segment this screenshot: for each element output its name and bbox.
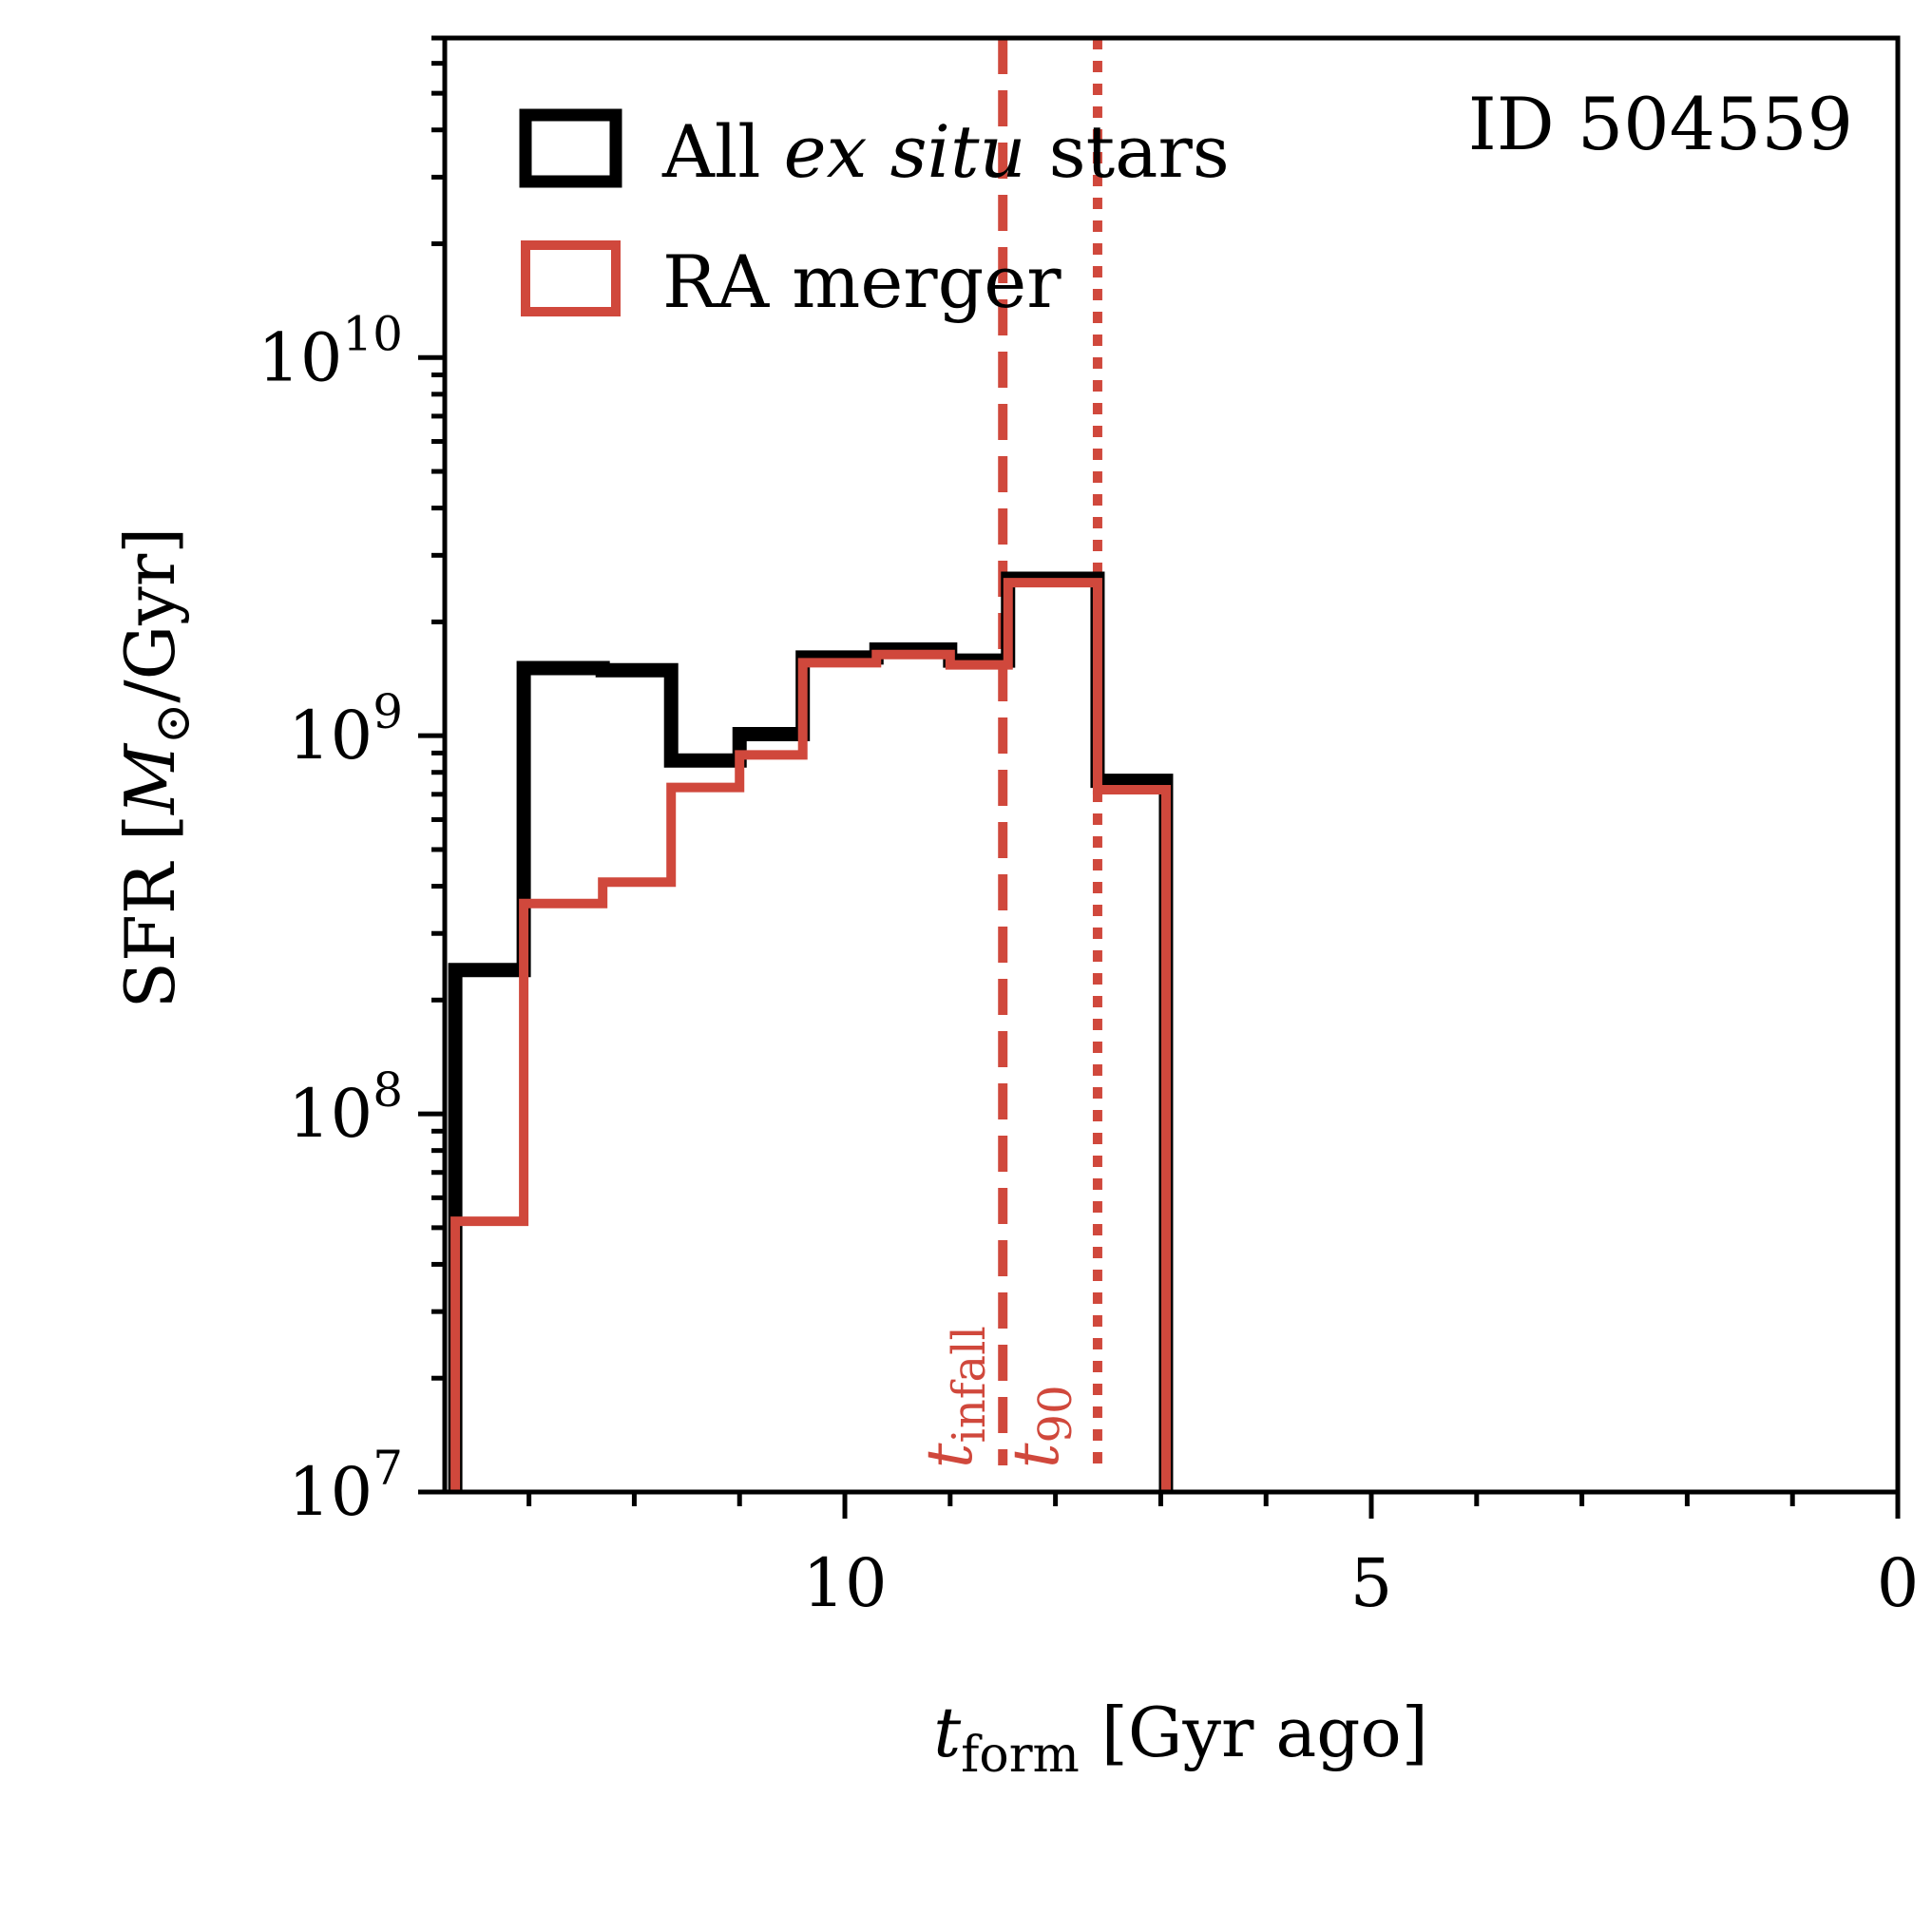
infall-line-label: tinfall [913,1326,996,1468]
legend-label-ra-merger: RA merger [662,239,1062,324]
y-tick-label: 109 [288,684,403,775]
y-tick-exponent: 9 [373,684,403,739]
legend-swatch-all-ex-situ [519,108,622,188]
legend-label-all-ex-situ: All ex situ stars [661,109,1230,194]
y-tick-exponent: 8 [373,1062,403,1118]
plot-data-group [448,38,1174,1492]
series-ra-merger [450,578,1171,1492]
x-axis-label-subscript: form [961,1727,1080,1784]
y-tick-exponent: 7 [373,1441,403,1496]
x-tick-label: 10 [802,1544,887,1622]
x-tick-label: 5 [1350,1544,1393,1622]
y-tick-label: 1010 [258,306,403,396]
labels: tform [Gyr ago] SFR [M⊙/Gyr] ID 504559 tinf… [110,82,1853,1784]
y-axis-label-subscript: ⊙ [144,703,201,745]
y-tick-label: 108 [288,1062,403,1153]
y-tick-label: 107 [288,1441,403,1531]
vline-label-subscript: infall [943,1326,996,1443]
legend: All ex situ stars RA merger [519,108,1230,324]
y-axis-label: SFR [M⊙/Gyr] [110,527,201,1009]
y-tick-exponent: 10 [342,306,403,361]
plot-area [448,38,1174,1492]
plot-frame [442,35,1901,1495]
x-axis-label: tform [Gyr ago] [933,1693,1428,1784]
legend-label-italic: ex situ [784,109,1026,194]
x-tick-label: 0 [1877,1544,1920,1622]
vline-label-subscript: 90 [1029,1385,1082,1443]
object-id-annotation: ID 504559 [1468,82,1853,166]
t90-line-label: t90 [1000,1385,1082,1468]
series-all-ex-situ [448,571,1174,1492]
legend-swatch-ra-merger [521,240,621,316]
